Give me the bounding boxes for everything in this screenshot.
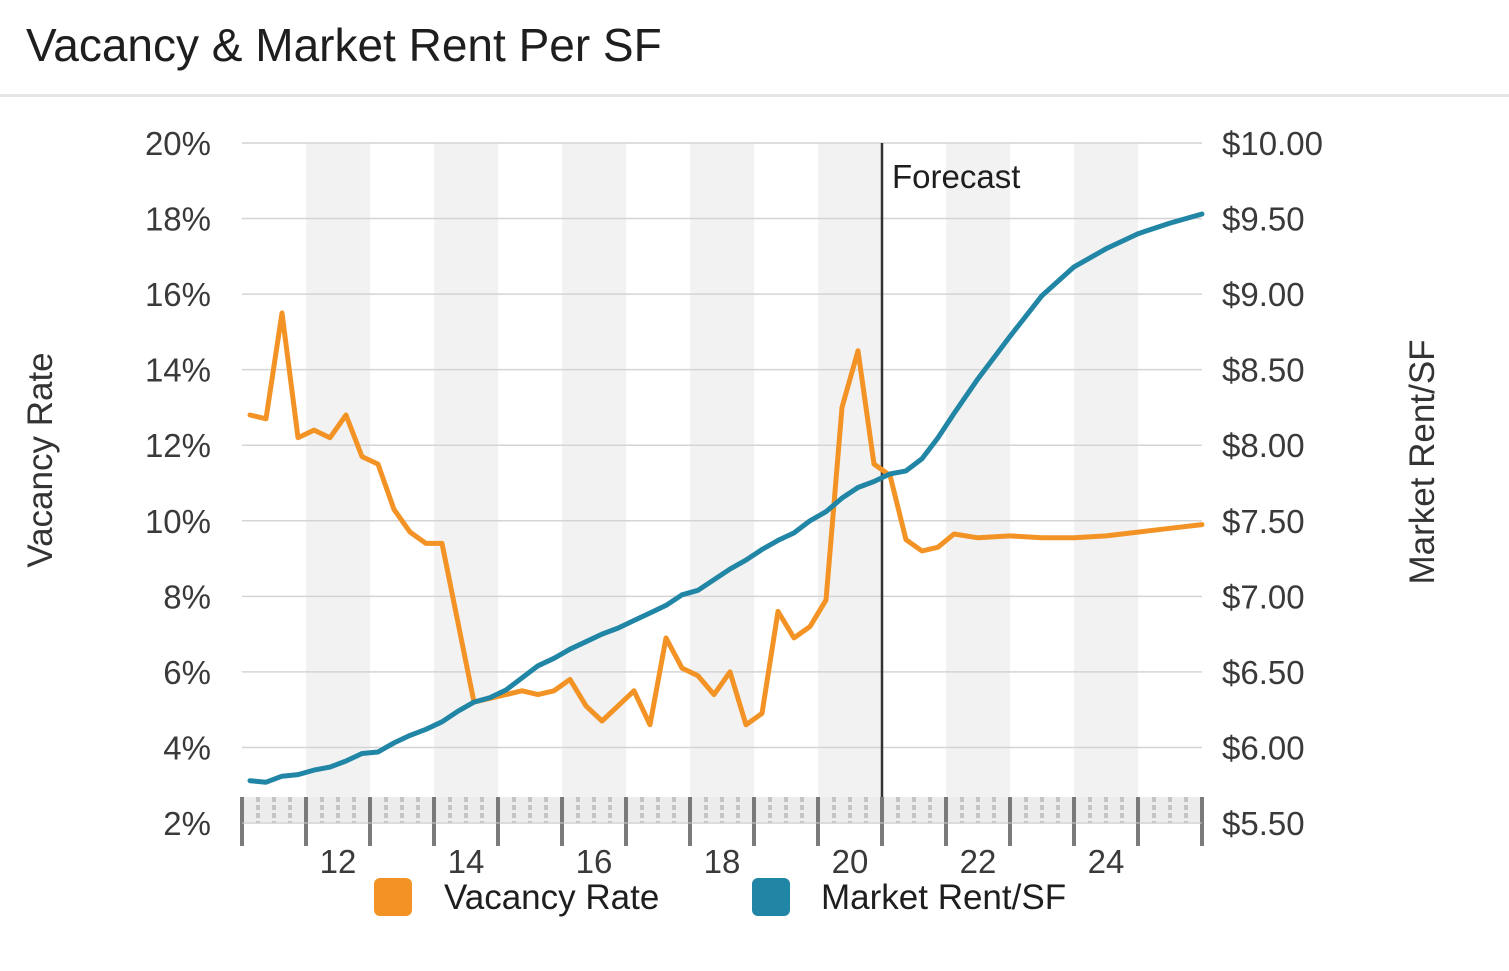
- y-axis-left-tick: 4%: [163, 729, 211, 766]
- title-divider: [0, 94, 1509, 97]
- series-line-rent: [247, 211, 1205, 785]
- y-axis-right-title: Market Rent/SF: [1403, 339, 1442, 584]
- year-band: [306, 143, 370, 823]
- y-axis-left-tick: 10%: [145, 503, 211, 540]
- y-axis-left-title: Vacancy Rate: [21, 352, 60, 567]
- y-axis-right-tick: $8.50: [1222, 352, 1305, 389]
- x-axis-tick: 12: [320, 843, 357, 880]
- x-axis-tick: 20: [832, 843, 869, 880]
- x-axis-tick: 22: [960, 843, 997, 880]
- y-axis-left-tick: 20%: [145, 125, 211, 162]
- legend-swatch-vacancy: [374, 878, 412, 916]
- forecast-label: Forecast: [892, 158, 1020, 195]
- series-lines: [247, 211, 1205, 785]
- x-axis-ticks: 12 14 16 18 20 22 24: [320, 843, 1125, 880]
- x-axis-tick: 16: [576, 843, 613, 880]
- left-axis-ticks: 20% 18% 16% 14% 12% 10% 8% 6% 4% 2%: [145, 125, 211, 842]
- x-axis-tick: 24: [1088, 843, 1125, 880]
- y-axis-right-tick: $7.00: [1222, 578, 1305, 615]
- x-axis-ruler: [240, 797, 1204, 846]
- y-axis-left-tick: 6%: [163, 654, 211, 691]
- y-axis-left-tick: 16%: [145, 276, 211, 313]
- y-axis-right-tick: $9.50: [1222, 201, 1305, 238]
- y-axis-right-tick: $10.00: [1222, 125, 1323, 162]
- legend-swatch-rent: [752, 878, 790, 916]
- y-axis-left-tick: 14%: [145, 352, 211, 389]
- right-axis-ticks: $10.00 $9.50 $9.00 $8.50 $8.00 $7.50 $7.00 $6.5…: [1222, 125, 1323, 842]
- y-axis-left-tick: 18%: [145, 201, 211, 238]
- year-band: [562, 143, 626, 823]
- legend-label-rent: Market Rent/SF: [821, 878, 1066, 917]
- x-axis-tick: 18: [704, 843, 741, 880]
- y-axis-right-tick: $6.50: [1222, 654, 1305, 691]
- series-line-vacancy: [247, 310, 1205, 728]
- chart-title: Vacancy & Market Rent Per SF: [26, 19, 662, 71]
- y-axis-left-tick: 12%: [145, 427, 211, 464]
- y-axis-right-tick: $8.00: [1222, 427, 1305, 464]
- y-axis-right-tick: $6.00: [1222, 729, 1305, 766]
- y-axis-right-tick: $5.50: [1222, 805, 1305, 842]
- legend-label-vacancy: Vacancy Rate: [444, 878, 659, 917]
- x-axis-tick: 14: [448, 843, 485, 880]
- year-bands: [306, 143, 1138, 823]
- y-axis-right-tick: $7.50: [1222, 503, 1305, 540]
- year-band: [946, 143, 1010, 823]
- y-axis-left-tick: 8%: [163, 578, 211, 615]
- year-band: [434, 143, 498, 823]
- legend: Vacancy Rate Market Rent/SF: [374, 878, 1066, 917]
- y-axis-right-tick: $9.00: [1222, 276, 1305, 313]
- y-axis-left-tick: 2%: [163, 805, 211, 842]
- year-band: [1074, 143, 1138, 823]
